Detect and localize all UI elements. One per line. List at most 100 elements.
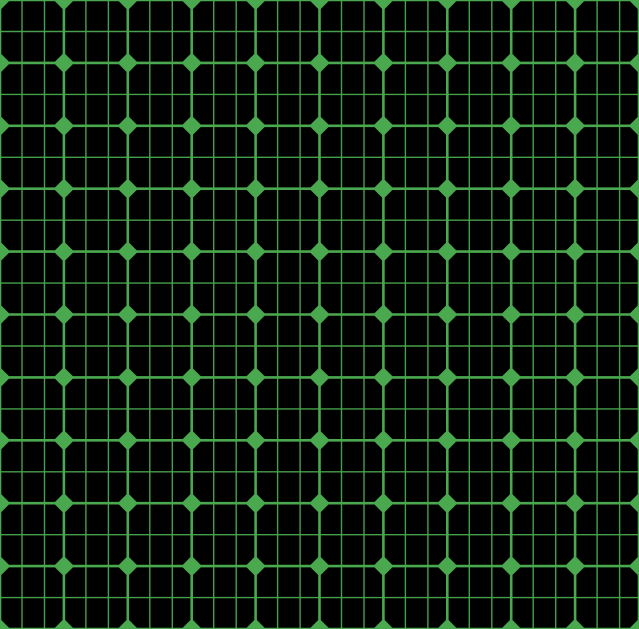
intersection-diamond xyxy=(564,367,586,388)
intersection-diamond xyxy=(437,241,458,262)
intersection-diamond xyxy=(628,430,639,451)
intersection-diamond xyxy=(245,367,266,388)
intersection-diamond xyxy=(117,241,138,262)
intersection-diamond xyxy=(373,304,394,325)
intersection-diamond xyxy=(501,493,522,514)
intersection-diamond xyxy=(53,430,75,451)
intersection-diamond xyxy=(117,430,138,451)
intersection-diamond xyxy=(0,0,11,11)
intersection-diamond xyxy=(53,178,75,199)
intersection-diamond xyxy=(501,241,522,262)
intersection-diamond xyxy=(309,0,330,11)
intersection-diamond xyxy=(181,555,202,577)
intersection-diamond xyxy=(564,178,586,199)
intersection-diamond xyxy=(437,618,458,629)
intersection-diamond xyxy=(53,304,75,325)
intersection-diamond xyxy=(373,367,394,388)
intersection-diamond xyxy=(564,493,586,514)
intersection-diamond xyxy=(564,555,586,577)
intersection-diamond xyxy=(181,430,202,451)
intersection-diamond xyxy=(0,115,11,136)
intersection-diamond xyxy=(309,304,330,325)
intersection-diamond xyxy=(309,555,330,577)
intersection-diamond xyxy=(181,493,202,514)
intersection-diamond xyxy=(245,430,266,451)
intersection-diamond xyxy=(564,430,586,451)
intersection-diamond xyxy=(117,367,138,388)
intersection-diamond xyxy=(501,115,522,136)
intersection-diamond xyxy=(564,618,586,629)
intersection-diamond xyxy=(564,304,586,325)
intersection-diamond xyxy=(628,555,639,577)
intersection-diamond xyxy=(437,304,458,325)
intersection-diamond xyxy=(117,178,138,199)
intersection-diamond xyxy=(373,241,394,262)
intersection-diamond xyxy=(309,178,330,199)
intersection-diamond xyxy=(628,115,639,136)
intersection-diamond xyxy=(0,178,11,199)
intersection-diamond xyxy=(437,0,458,11)
intersection-diamond xyxy=(628,52,639,74)
intersection-diamond xyxy=(245,493,266,514)
intersection-diamond xyxy=(245,178,266,199)
intersection-diamond xyxy=(437,493,458,514)
intersection-diamond xyxy=(117,618,138,629)
intersection-diamond xyxy=(53,618,75,629)
intersection-diamond xyxy=(181,304,202,325)
intersection-diamond xyxy=(0,241,11,262)
intersection-diamond xyxy=(0,304,11,325)
intersection-diamond xyxy=(309,430,330,451)
intersection-diamond xyxy=(53,367,75,388)
intersection-diamond xyxy=(437,430,458,451)
intersection-diamond xyxy=(53,555,75,577)
intersection-diamond xyxy=(437,555,458,577)
intersection-diamond xyxy=(245,618,266,629)
intersection-diamond xyxy=(181,178,202,199)
intersection-diamond xyxy=(309,493,330,514)
intersection-diamond xyxy=(501,430,522,451)
intersection-diamond xyxy=(0,367,11,388)
intersection-diamond xyxy=(309,241,330,262)
intersection-diamond xyxy=(501,0,522,11)
intersection-diamond xyxy=(117,52,138,74)
intersection-diamond xyxy=(373,555,394,577)
intersection-diamond xyxy=(53,493,75,514)
intersection-diamond xyxy=(437,178,458,199)
intersection-diamond xyxy=(501,367,522,388)
intersection-diamond xyxy=(117,115,138,136)
intersection-diamond xyxy=(628,618,639,629)
intersection-diamond xyxy=(373,618,394,629)
intersection-diamond xyxy=(181,52,202,74)
intersection-diamond xyxy=(53,241,75,262)
intersection-diamond xyxy=(245,555,266,577)
intersection-diamond xyxy=(437,52,458,74)
intersection-diamond xyxy=(309,52,330,74)
intersection-diamond xyxy=(117,555,138,577)
intersection-diamond xyxy=(53,52,75,74)
intersection-diamond xyxy=(181,367,202,388)
intersection-diamond xyxy=(181,618,202,629)
intersection-diamond xyxy=(373,430,394,451)
intersection-diamond xyxy=(501,618,522,629)
intersection-diamond xyxy=(245,52,266,74)
intersection-diamond xyxy=(245,241,266,262)
intersection-diamond xyxy=(0,430,11,451)
intersection-diamond xyxy=(437,367,458,388)
intersection-diamond xyxy=(564,0,586,11)
intersection-diamond xyxy=(0,555,11,577)
intersection-diamond xyxy=(373,115,394,136)
intersection-diamond xyxy=(628,493,639,514)
intersection-diamond xyxy=(0,52,11,74)
intersection-diamond xyxy=(628,178,639,199)
intersection-diamond xyxy=(437,115,458,136)
intersection-diamond xyxy=(501,178,522,199)
intersection-diamond xyxy=(309,367,330,388)
intersection-diamond xyxy=(245,304,266,325)
intersection-diamond xyxy=(501,304,522,325)
intersection-diamond xyxy=(117,493,138,514)
intersection-diamond xyxy=(245,115,266,136)
intersection-diamond xyxy=(628,0,639,11)
intersection-diamond xyxy=(53,115,75,136)
